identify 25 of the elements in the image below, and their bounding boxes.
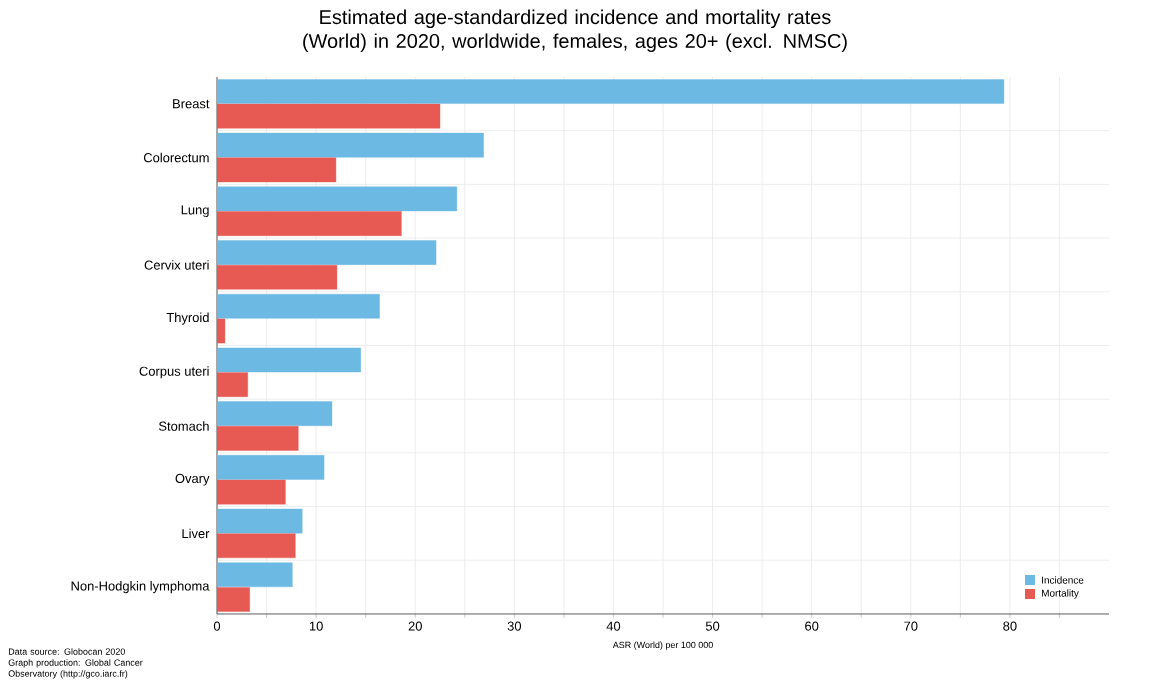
x-tick-label: 60 [805,621,819,631]
y-tick-label: Breast [173,99,210,109]
x-tick-label: 50 [705,621,720,631]
chart-title: Estimated age-standardized incidence and mortality rates (World) in 2020, worldwide, females, ages 20+ (excl. NMSC) [303,9,847,52]
y-tick-label: Ovary [175,473,210,486]
y-tick-label: Liver [182,528,210,539]
source-note: Data source: Globocan 2020 [8,648,125,655]
x-tick-label: 20 [408,621,422,631]
x-tick-label: 70 [904,621,918,631]
x-tick-label: 30 [507,621,522,631]
text: Graph production: Global Cancer Observatory (http://gco.iarc.fr) [8,659,143,679]
x-tick-label: 40 [606,621,621,631]
x-axis-title: ASR (World) per 100 000 [612,641,713,650]
y-tick-label: Lung [181,205,209,218]
x-tick-label: 0 [213,621,221,631]
x-tick-label: 80 [1003,621,1017,631]
y-tick-label: Thyroid [166,312,209,325]
y-tick-label: Corpus uteri [139,366,209,379]
y-tick-label: Colorectum [143,152,209,163]
y-tick-label: Stomach [158,421,209,431]
legend-label: Incidence [1042,576,1084,584]
legend-label: Mortality [1042,589,1079,599]
y-tick-label: Non-Hodgkin lymphoma [71,581,210,594]
x-tick-label: 10 [309,621,323,631]
y-tick-label: Cervix uteri [144,260,209,270]
